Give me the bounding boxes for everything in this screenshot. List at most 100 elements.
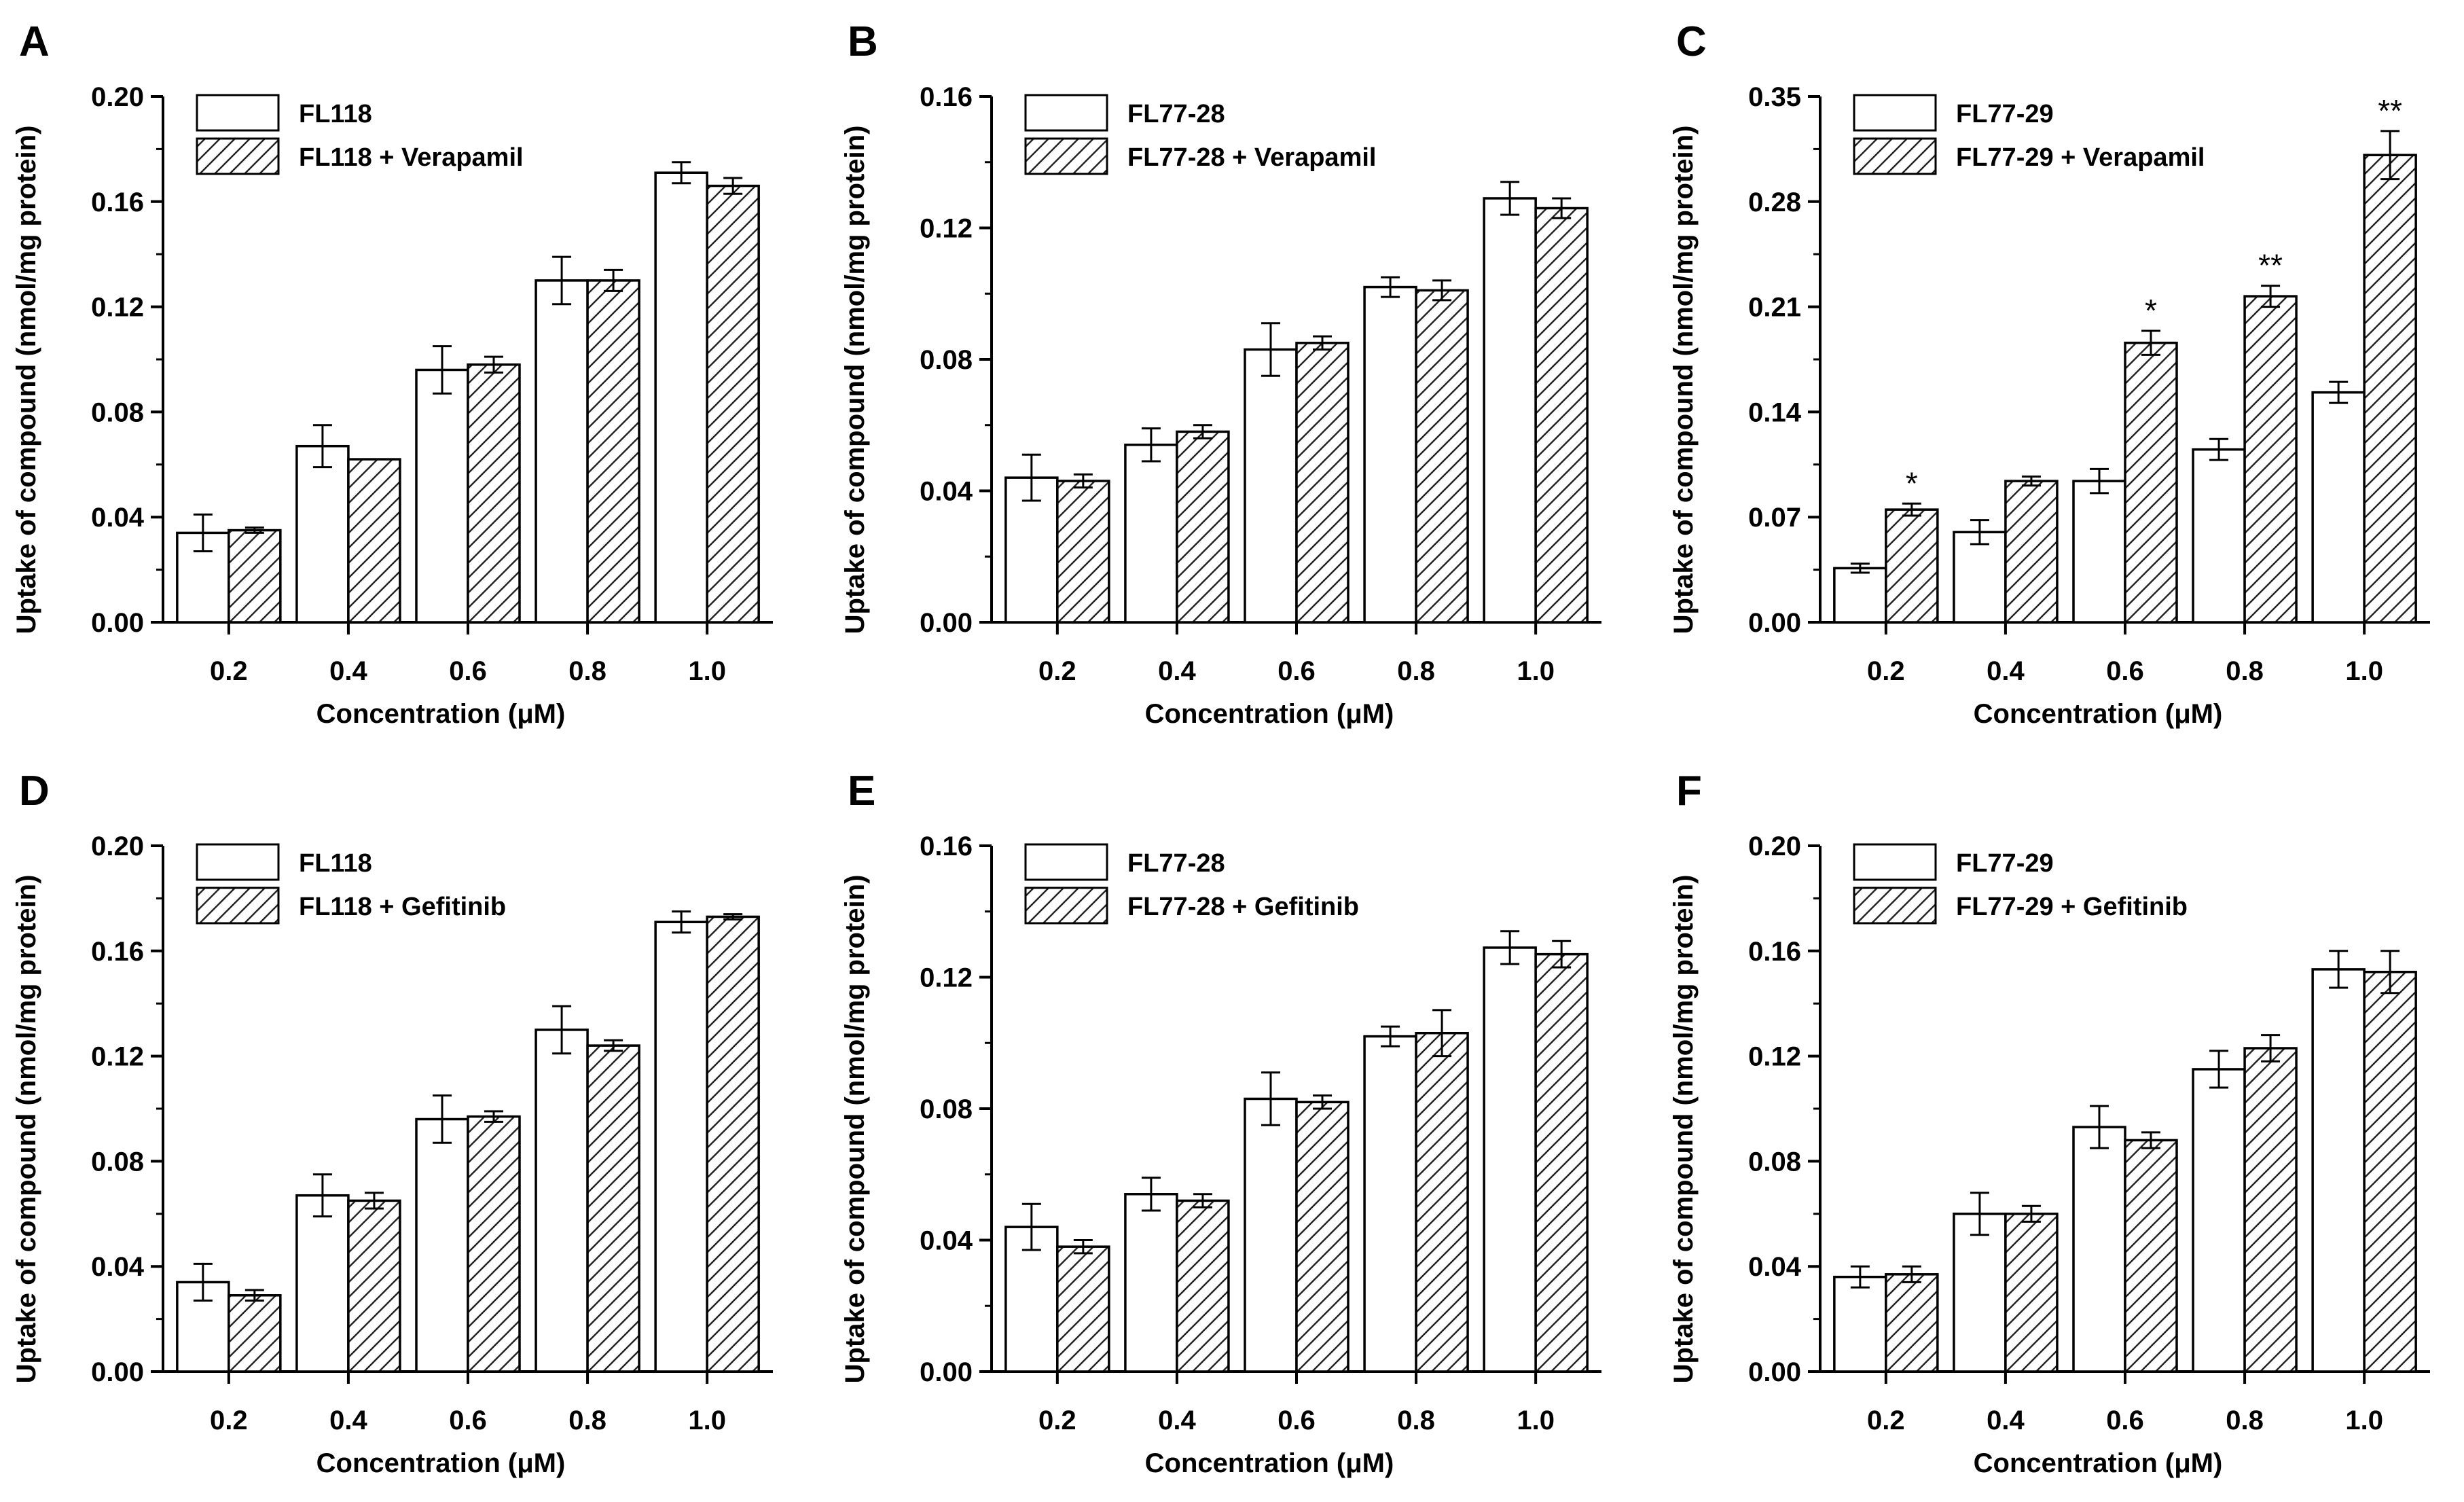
chart-panel-e: E 0.00 0.04 0.08 0.12 0.16 Uptake of compound … (840, 768, 1601, 1478)
legend-swatch-open (196, 94, 280, 132)
y-tick-label: 0.04 (91, 1252, 145, 1282)
x-tick-label: 0.8 (2226, 1406, 2264, 1435)
x-tick-label: 0.2 (1867, 1406, 1905, 1435)
panel-letter: F (1676, 768, 1702, 815)
bar-hatched (706, 915, 760, 1373)
bar-hatched (2004, 480, 2059, 624)
bar-hatched (1176, 1199, 1230, 1373)
y-tick-label: 0.28 (1748, 187, 1801, 217)
y-tick-label: 0.14 (1748, 397, 1802, 427)
y-axis-title: Uptake of compound (nmol/mg protein) (1669, 875, 1699, 1384)
bar-open (1124, 1193, 1178, 1373)
bar-hatched (1295, 342, 1349, 624)
y-tick-label: 0.16 (920, 82, 973, 112)
bar-hatched (586, 279, 640, 624)
bar-hatched (706, 184, 760, 624)
panel-letter: E (848, 768, 875, 815)
legend-swatch-hatched (1853, 137, 1937, 175)
x-tick-label: 0.2 (1867, 656, 1905, 686)
legend-swatch-hatched (196, 887, 280, 925)
y-tick-label: 0.20 (1748, 832, 1801, 861)
x-tick-label: 0.6 (2106, 1406, 2144, 1435)
bar-hatched (347, 1199, 401, 1373)
y-axis-title: Uptake of compound (nmol/mg protein) (12, 126, 41, 634)
bar-open (535, 279, 589, 624)
panel-letter: C (1676, 18, 1707, 65)
panel-letter: D (19, 768, 50, 815)
x-tick-label: 0.8 (2226, 656, 2264, 686)
y-tick-label: 0.16 (91, 937, 144, 967)
bar-hatched (1295, 1101, 1349, 1373)
x-tick-label: 0.8 (1397, 1406, 1435, 1435)
bar-hatched (2243, 295, 2298, 624)
chart-panel-c: C 0.00 0.07 0.14 0.21 0.28 0.35 Uptake of compo… (1669, 18, 2430, 729)
bar-hatched (467, 363, 521, 624)
y-axis-title: Uptake of compound (nmol/mg protein) (840, 875, 870, 1384)
bar-hatched (1415, 1031, 1469, 1373)
legend-label: FL77-28 (1127, 849, 1225, 878)
y-axis-title: Uptake of compound (nmol/mg protein) (840, 126, 870, 634)
bar-open (1483, 946, 1537, 1373)
x-axis-title: Concentration (μM) (316, 1448, 566, 1478)
bar-hatched (2124, 341, 2178, 624)
bar-open (1833, 1275, 1887, 1373)
x-tick-label: 0.4 (329, 656, 367, 686)
bar-hatched (2363, 971, 2417, 1373)
x-axis-title: Concentration (μM) (1145, 699, 1394, 729)
y-tick-label: 0.12 (91, 1042, 144, 1072)
bar-hatched (467, 1115, 521, 1373)
bar-open (1833, 567, 1887, 624)
bar-hatched (1534, 207, 1589, 624)
y-axis-title: Uptake of compound (nmol/mg protein) (1669, 126, 1699, 634)
legend-swatch-hatched (1853, 887, 1937, 925)
legend-label: FL77-28 (1127, 100, 1225, 128)
x-tick-label: 0.6 (449, 1406, 487, 1435)
y-tick-label: 0.04 (1748, 1252, 1802, 1282)
y-tick-label: 0.08 (920, 1094, 973, 1124)
bar-open (1244, 1097, 1298, 1373)
x-tick-label: 1.0 (688, 1406, 726, 1435)
legend-swatch-open (1853, 843, 1937, 881)
significance-mark: ** (2378, 93, 2402, 128)
legend-swatch-open (1024, 94, 1108, 132)
bar-open (2192, 1068, 2246, 1373)
y-axis-title: Uptake of compound (nmol/mg protein) (12, 875, 41, 1384)
y-tick-label: 0.00 (920, 1357, 973, 1387)
bar-hatched (228, 1294, 282, 1373)
legend-label: FL118 (299, 849, 372, 878)
bar-hatched (1885, 508, 1939, 624)
bar-hatched (1534, 952, 1589, 1373)
legend-swatch-hatched (1024, 137, 1108, 175)
legend-label: FL118 + Gefitinib (299, 893, 506, 921)
y-tick-label: 0.20 (91, 82, 144, 112)
bar-hatched (2124, 1139, 2178, 1373)
legend-label: FL118 (299, 100, 372, 128)
y-tick-label: 0.16 (1748, 937, 1801, 967)
y-tick-label: 0.04 (91, 503, 145, 533)
y-tick-label: 0.21 (1748, 293, 1801, 323)
x-tick-label: 0.6 (449, 656, 487, 686)
legend-label: FL118 + Verapamil (299, 143, 524, 172)
x-tick-label: 0.2 (1038, 1406, 1076, 1435)
bar-open (1953, 1213, 2007, 1373)
bar-open (2311, 391, 2366, 624)
x-axis-title: Concentration (μM) (1974, 1448, 2223, 1478)
x-tick-label: 0.4 (1158, 1406, 1196, 1435)
x-tick-label: 1.0 (2345, 656, 2383, 686)
chart-panel-d: D 0.00 0.04 0.08 0.12 0.16 0.20 Uptake of compo… (12, 768, 773, 1478)
bar-open (295, 444, 350, 624)
x-tick-label: 1.0 (688, 656, 726, 686)
bar-open (2192, 448, 2246, 624)
x-tick-label: 0.8 (568, 1406, 606, 1435)
y-tick-label: 0.00 (1748, 608, 1801, 638)
x-tick-label: 0.2 (1038, 656, 1076, 686)
significance-mark: * (2145, 293, 2157, 328)
x-axis-title: Concentration (μM) (1145, 1448, 1394, 1478)
y-tick-label: 0.16 (91, 187, 144, 217)
bar-hatched (347, 458, 401, 624)
bar-hatched (1415, 289, 1469, 624)
bar-hatched (2363, 154, 2417, 624)
x-tick-label: 0.6 (2106, 656, 2144, 686)
y-tick-label: 0.00 (91, 608, 144, 638)
